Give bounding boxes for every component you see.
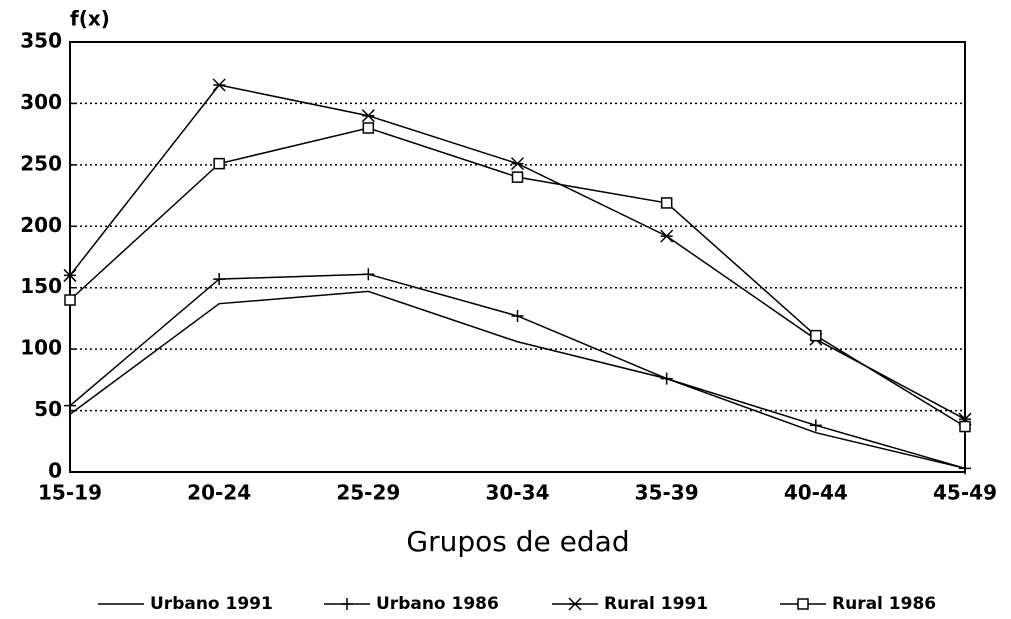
y-tick-label: 0 [48, 459, 62, 483]
y-axis-label: f(x) [70, 7, 110, 31]
series-line [69, 273, 966, 470]
series-line [69, 84, 966, 420]
marker [810, 329, 822, 342]
marker [660, 197, 673, 209]
legend-marker [341, 598, 353, 610]
y-tick-label: 100 [20, 336, 62, 360]
marker [63, 268, 77, 282]
legend-label: Rural 1986 [832, 594, 936, 614]
marker [660, 229, 674, 243]
y-tick-label: 200 [20, 213, 62, 237]
marker [213, 157, 225, 170]
marker [511, 171, 524, 183]
marker [212, 78, 226, 92]
marker [511, 309, 524, 322]
legend-label: Urbano 1986 [376, 594, 499, 614]
marker [64, 294, 76, 306]
x-tick-label: 35-39 [635, 481, 699, 505]
marker [361, 109, 375, 123]
series-line [69, 290, 966, 470]
legend-marker [568, 597, 582, 611]
legend-label: Rural 1991 [604, 594, 708, 614]
y-tick-label: 150 [20, 274, 62, 298]
plot-frame [69, 41, 966, 473]
y-tick-label: 250 [20, 151, 62, 175]
marker [959, 420, 971, 433]
marker [213, 273, 226, 286]
x-axis-label: Grupos de edad [406, 525, 629, 558]
legend-label: Urbano 1991 [150, 594, 273, 614]
x-tick-label: 15-19 [38, 481, 102, 505]
marker [809, 419, 822, 432]
x-tick-label: 30-34 [486, 481, 550, 505]
marker [510, 157, 525, 171]
x-tick-label: 25-29 [336, 481, 400, 505]
x-tick-label: 45-49 [933, 481, 997, 505]
marker [959, 462, 971, 475]
x-tick-label: 40-44 [784, 481, 848, 505]
y-tick-label: 350 [20, 29, 62, 53]
y-tick-label: 50 [34, 397, 62, 421]
marker [64, 399, 76, 412]
legend-marker [797, 598, 809, 610]
x-tick-label: 20-24 [187, 481, 251, 505]
marker [362, 268, 375, 281]
marker [362, 122, 375, 134]
y-tick-label: 300 [20, 90, 62, 114]
marker [660, 372, 673, 385]
